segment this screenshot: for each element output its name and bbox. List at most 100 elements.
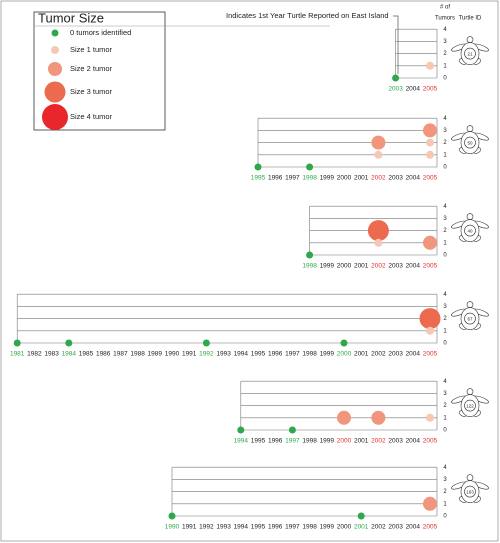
tumor-dot [426,413,434,422]
x-tick-label: 1999 [320,351,335,358]
tumor-dot [237,426,245,434]
head [466,36,474,43]
tumor-dot [337,410,351,425]
tumor-dot [426,61,434,70]
id-ring [464,485,476,498]
x-tick-label: 2002 [371,263,386,270]
turtle-icon: 40 [451,213,489,242]
turtle-id: 50 [467,140,473,145]
x-tick-label: 2003 [388,86,403,93]
legend-swatch [48,62,62,76]
legend-swatch [51,29,59,37]
x-tick-label: 2000 [337,351,352,358]
turtle-icon: 21 [451,36,489,65]
x-tick-label: 2005 [423,351,438,358]
x-tick-label: 1994 [234,351,249,358]
tumor-dot [392,74,400,82]
turtle-icon: 67 [451,301,489,330]
x-tick-label: 1985 [79,351,94,358]
y-tick-label: 3 [443,39,447,45]
x-tick-label: 1986 [96,351,111,358]
y-tick-label: 2 [443,51,447,57]
x-tick-label: 1993 [216,351,231,358]
tumor-dot [13,339,21,347]
x-tick-label: 2001 [354,438,369,445]
y-tick-label: 3 [443,304,447,310]
tumor-dot [374,150,383,159]
head [466,474,474,481]
x-tick-label: 1997 [285,175,300,182]
tumor-dot [426,150,434,159]
x-tick-label: 1990 [165,524,180,531]
x-tick-label: 1981 [10,351,25,358]
head [466,388,474,395]
x-tick-label: 1997 [285,438,300,445]
tumor-dot [357,512,365,520]
tumor-dot [419,308,441,330]
y-tick-label: 4 [443,116,447,122]
x-tick-label: 2004 [406,263,421,270]
x-tick-label: 1999 [320,524,335,531]
y-tick-label: 0 [443,165,447,171]
y-tick-label: 0 [443,341,447,347]
tumor-dot [371,410,386,425]
x-tick-label: 1993 [216,524,231,531]
y-tick-label: 1 [443,328,447,334]
annotation: Indicates 1st Year Turtle Reported on Ea… [226,11,389,20]
x-tick-label: 1999 [320,175,335,182]
y-tick-label: 3 [443,216,447,222]
x-tick-label: 1992 [199,524,214,531]
x-tick-label: 1995 [251,351,266,358]
tumor-dot [168,512,176,520]
x-tick-label: 1988 [130,351,145,358]
y-tick-label: 0 [443,428,447,434]
x-tick-label: 2002 [371,438,386,445]
y-tick-label: 0 [443,253,447,259]
y-tick-label: 2 [443,489,447,495]
x-tick-label: 1995 [251,524,266,531]
turtle-id: 40 [467,228,473,233]
x-tick-label: 2003 [388,438,403,445]
x-tick-label: 1997 [285,351,300,358]
tumor-dot [306,163,314,171]
tumor-dot [340,339,348,347]
legend-swatch [42,104,68,130]
x-tick-label: 1999 [320,263,335,270]
x-tick-label: 1996 [268,175,283,182]
x-tick-label: 1990 [165,351,180,358]
x-tick-label: 2003 [388,524,403,531]
x-tick-label: 1982 [27,351,42,358]
x-tick-label: 2001 [354,263,369,270]
x-tick-label: 2003 [388,175,403,182]
tumor-dot [306,251,314,259]
tumor-dot [426,138,434,147]
turtle-icon: 163 [451,474,489,503]
legend-swatch [51,46,59,54]
y-tick-label: 1 [443,152,447,158]
legend-box [33,11,166,131]
x-tick-label: 1992 [199,351,214,358]
x-tick-label: 1994 [234,524,249,531]
y-axis-label: Tumors [435,16,455,22]
x-tick-label: 2002 [371,524,386,531]
y-tick-label: 0 [443,514,447,520]
id-ring [464,399,476,412]
x-tick-label: 2001 [354,175,369,182]
y-tick-label: 4 [443,465,447,471]
x-tick-label: 1998 [302,263,317,270]
x-tick-label: 1984 [62,351,77,358]
x-tick-label: 1998 [302,524,317,531]
tumor-dot [254,163,262,171]
y-tick-label: 3 [443,128,447,134]
tumor-dot [426,326,434,335]
x-tick-label: 2003 [388,351,403,358]
x-tick-label: 2001 [354,524,369,531]
x-tick-label: 2005 [423,86,438,93]
turtle-id: 163 [466,489,474,494]
tumor-dot [65,339,73,347]
y-tick-label: 2 [443,228,447,234]
y-tick-label: 4 [443,379,447,385]
tumor-dot [423,123,437,138]
